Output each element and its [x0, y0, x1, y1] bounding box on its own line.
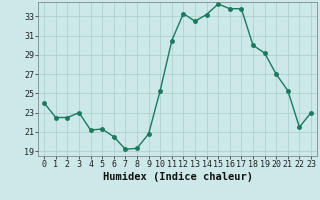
X-axis label: Humidex (Indice chaleur): Humidex (Indice chaleur) — [103, 172, 252, 182]
